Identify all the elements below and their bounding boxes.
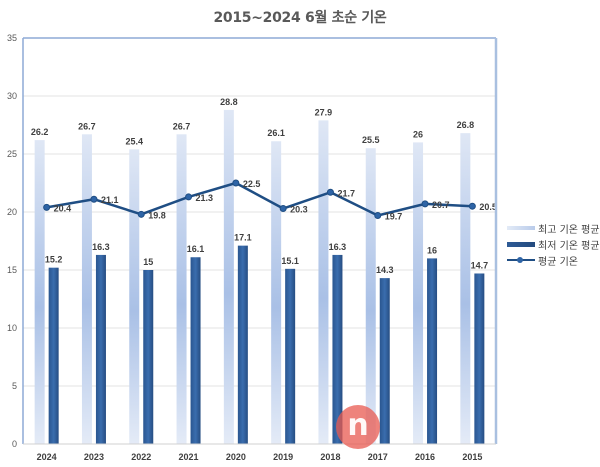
bar-low-temp[interactable] (48, 267, 59, 444)
data-label-avg: 20.4 (54, 203, 72, 213)
bar-high-temp[interactable] (34, 140, 45, 444)
bar-low-temp[interactable] (285, 268, 296, 444)
legend-item-avg[interactable]: 평균 기온 (507, 252, 600, 268)
bar-low-temp[interactable] (237, 245, 248, 444)
bar-high-temp[interactable] (129, 149, 140, 445)
x-tick-label: 2017 (368, 452, 388, 462)
data-label-low: 16.3 (329, 242, 347, 252)
y-axis: 0 5 10 15 20 25 30 35 (7, 33, 17, 449)
data-label-low: 14.3 (376, 265, 394, 275)
bar-low-temp[interactable] (143, 270, 154, 444)
avg-temp-marker[interactable] (137, 210, 145, 218)
y-tick-label: 20 (7, 207, 17, 217)
legend-label: 최저 기온 평균 (538, 240, 600, 252)
bar-high-temp[interactable] (318, 120, 329, 445)
data-labels: 26.2 15.2 26.7 16.3 25.4 15 26.7 16.1 28.8 17.1 26… (31, 97, 497, 275)
data-label-high: 26.7 (173, 121, 191, 131)
x-tick-label: 2024 (37, 452, 57, 462)
data-label-high: 26.2 (31, 127, 49, 137)
data-label-avg: 20.7 (432, 200, 450, 210)
y-tick-label: 10 (7, 323, 17, 333)
data-label-high: 26 (413, 129, 423, 139)
line-series (43, 179, 476, 219)
bar-high-temp[interactable] (81, 134, 92, 444)
data-label-low: 16.1 (187, 244, 205, 254)
data-label-avg: 20.5 (479, 202, 497, 212)
bar-low-temp[interactable] (427, 258, 438, 444)
data-label-low: 16 (427, 245, 437, 255)
legend-item-high[interactable]: 최고 기온 평균 (507, 220, 600, 236)
avg-temp-marker[interactable] (232, 179, 240, 187)
low-temp-swatch-icon (507, 241, 535, 247)
data-label-avg: 21.3 (196, 193, 214, 203)
x-axis: 2024 2023 2022 2021 2020 2019 2018 2017 2016 2015 (37, 452, 483, 462)
data-label-high: 25.4 (125, 136, 143, 146)
bar-low-temp[interactable] (379, 278, 390, 444)
data-label-low: 15.2 (45, 255, 63, 265)
bar-high-temp[interactable] (271, 141, 282, 445)
avg-temp-marker[interactable] (421, 200, 429, 208)
avg-temp-marker[interactable] (374, 211, 382, 219)
data-label-avg: 19.8 (148, 210, 166, 220)
x-tick-label: 2021 (179, 452, 199, 462)
y-tick-label: 30 (7, 91, 17, 101)
avg-temp-marker[interactable] (90, 195, 98, 203)
bar-high-temp[interactable] (176, 134, 187, 444)
data-label-low: 14.7 (471, 260, 489, 270)
legend: 최고 기온 평균 최저 기온 평균 평균 기온 (507, 220, 600, 268)
x-tick-label: 2015 (462, 452, 482, 462)
data-label-high: 26.7 (78, 121, 96, 131)
data-label-high: 28.8 (220, 97, 238, 107)
data-label-high: 26.8 (457, 120, 475, 130)
watermark-glyph: n (347, 408, 369, 443)
data-label-avg: 21.7 (337, 188, 355, 198)
data-label-low: 15.1 (281, 256, 299, 266)
bar-low-temp[interactable] (190, 257, 201, 444)
bar-low-temp[interactable] (332, 254, 343, 444)
x-tick-label: 2016 (415, 452, 435, 462)
plot-frame (22, 37, 498, 445)
avg-temp-marker[interactable] (326, 188, 334, 196)
bar-high-temp[interactable] (460, 133, 471, 444)
legend-label: 평균 기온 (538, 256, 578, 268)
avg-temp-marker[interactable] (279, 205, 287, 213)
avg-temp-marker[interactable] (185, 193, 193, 201)
high-temp-swatch-icon (507, 226, 535, 230)
y-tick-label: 25 (7, 149, 17, 159)
line-marker-swatch-icon (507, 255, 535, 265)
x-tick-label: 2020 (226, 452, 246, 462)
data-label-avg: 19.7 (385, 211, 403, 221)
chart-title: 2015~2024 6월 초순 기온 (213, 10, 387, 26)
bar-high-temp[interactable] (365, 148, 376, 444)
x-tick-label: 2022 (131, 452, 151, 462)
data-label-low: 17.1 (234, 233, 252, 243)
data-label-avg: 20.3 (290, 205, 308, 215)
avg-temp-marker[interactable] (468, 202, 476, 210)
y-tick-label: 15 (7, 265, 17, 275)
x-tick-label: 2023 (84, 452, 104, 462)
y-tick-label: 5 (12, 381, 17, 391)
x-tick-label: 2019 (273, 452, 293, 462)
legend-label: 최고 기온 평균 (538, 224, 600, 236)
x-tick-label: 2018 (320, 452, 340, 462)
bar-low-temp[interactable] (474, 273, 485, 444)
y-tick-label: 0 (12, 439, 17, 449)
data-label-low: 15 (143, 257, 153, 267)
data-label-high: 25.5 (362, 135, 380, 145)
bar-high-temp[interactable] (223, 109, 234, 445)
legend-item-low[interactable]: 최저 기온 평균 (507, 236, 600, 252)
data-label-low: 16.3 (92, 242, 110, 252)
avg-temp-line[interactable] (46, 181, 473, 217)
bar-high-temp[interactable] (413, 142, 424, 444)
bar-series (34, 109, 485, 445)
y-tick-label: 35 (7, 33, 17, 43)
data-label-avg: 21.1 (101, 195, 119, 205)
data-label-avg: 22.5 (243, 179, 261, 189)
avg-temp-marker[interactable] (43, 203, 51, 211)
bar-low-temp[interactable] (95, 254, 106, 444)
data-label-high: 27.9 (315, 107, 333, 117)
watermark-logo-icon: n (336, 405, 380, 449)
data-label-high: 26.1 (267, 128, 285, 138)
